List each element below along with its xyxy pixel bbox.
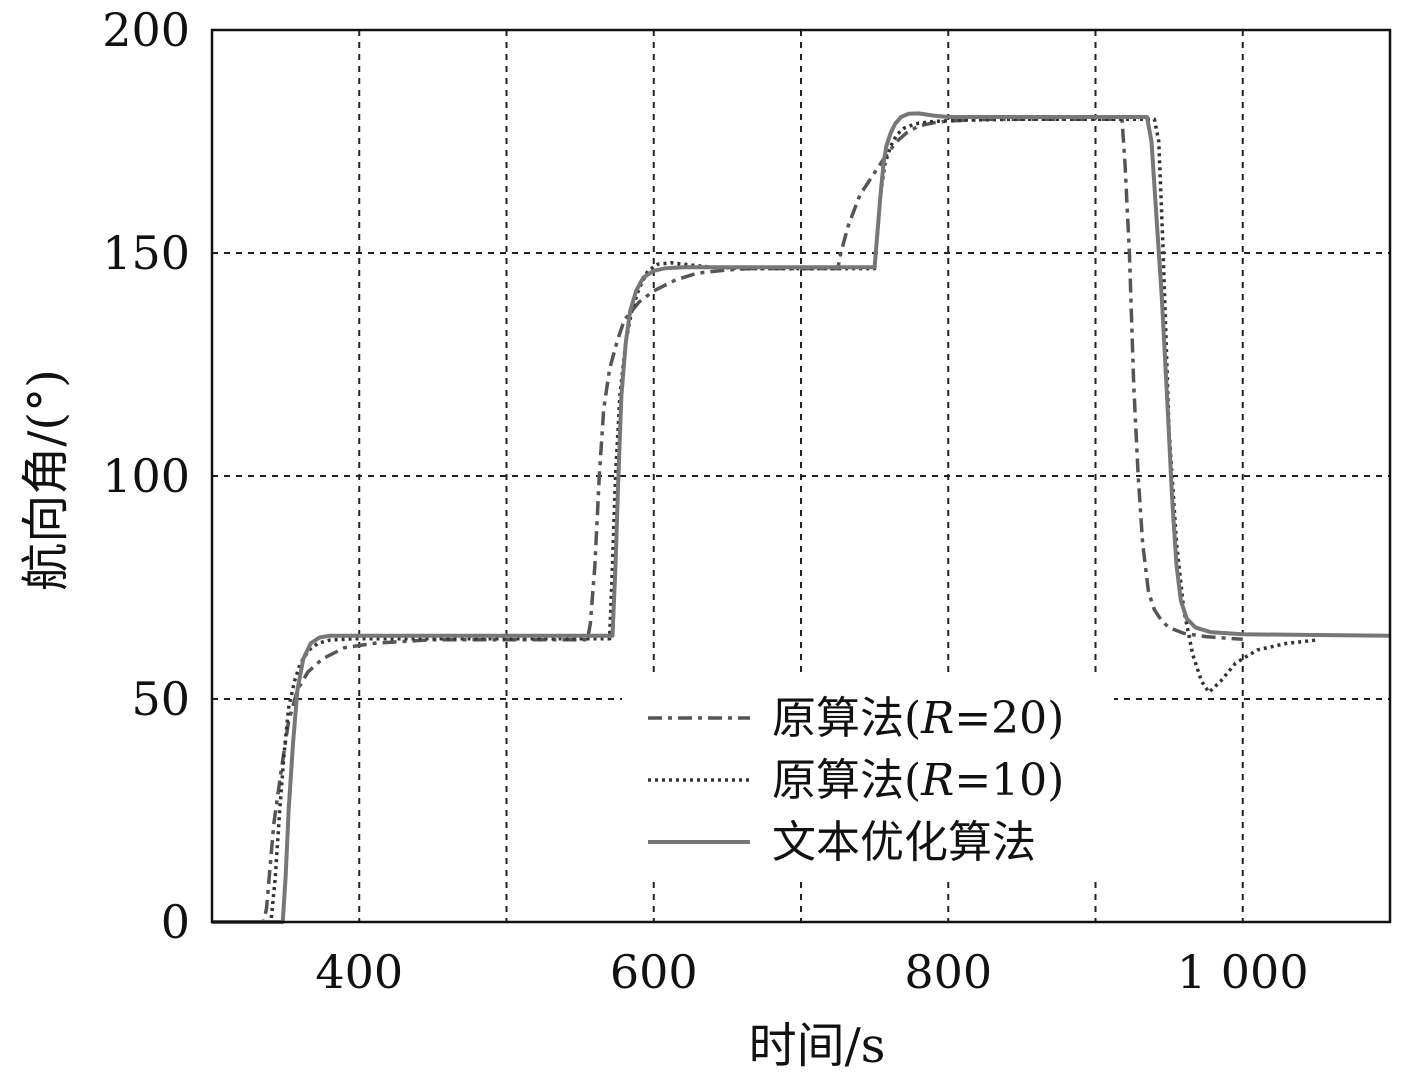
series-lines xyxy=(212,111,1391,924)
y-tick-label: 100 xyxy=(102,449,190,503)
x-tick-label: 1 000 xyxy=(1177,945,1309,999)
legend-label: 原算法(R=10) xyxy=(772,755,1064,806)
x-tick-label: 800 xyxy=(904,945,992,999)
x-tick-label: 600 xyxy=(610,945,698,999)
y-axis-label: 航向角/(°) xyxy=(18,369,74,591)
legend-box xyxy=(622,672,1114,880)
y-tick-label: 50 xyxy=(131,672,190,726)
x-axis-label: 时间/s xyxy=(749,1018,886,1074)
y-tick-label: 0 xyxy=(161,895,190,949)
series-line-3 xyxy=(212,111,1391,924)
plot-frame xyxy=(210,28,1392,924)
y-tick-label: 150 xyxy=(102,226,190,280)
tick-labels: 400 600 800 1 000 0 50 100 150 200 xyxy=(102,3,1308,999)
legend: 原算法(R=20) 原算法(R=10) 文本优化算法 xyxy=(622,672,1114,880)
y-tick-label: 200 xyxy=(102,3,190,57)
x-tick-label: 400 xyxy=(315,945,403,999)
legend-label: 文本优化算法 xyxy=(772,817,1036,868)
legend-label: 原算法(R=20) xyxy=(772,693,1064,744)
